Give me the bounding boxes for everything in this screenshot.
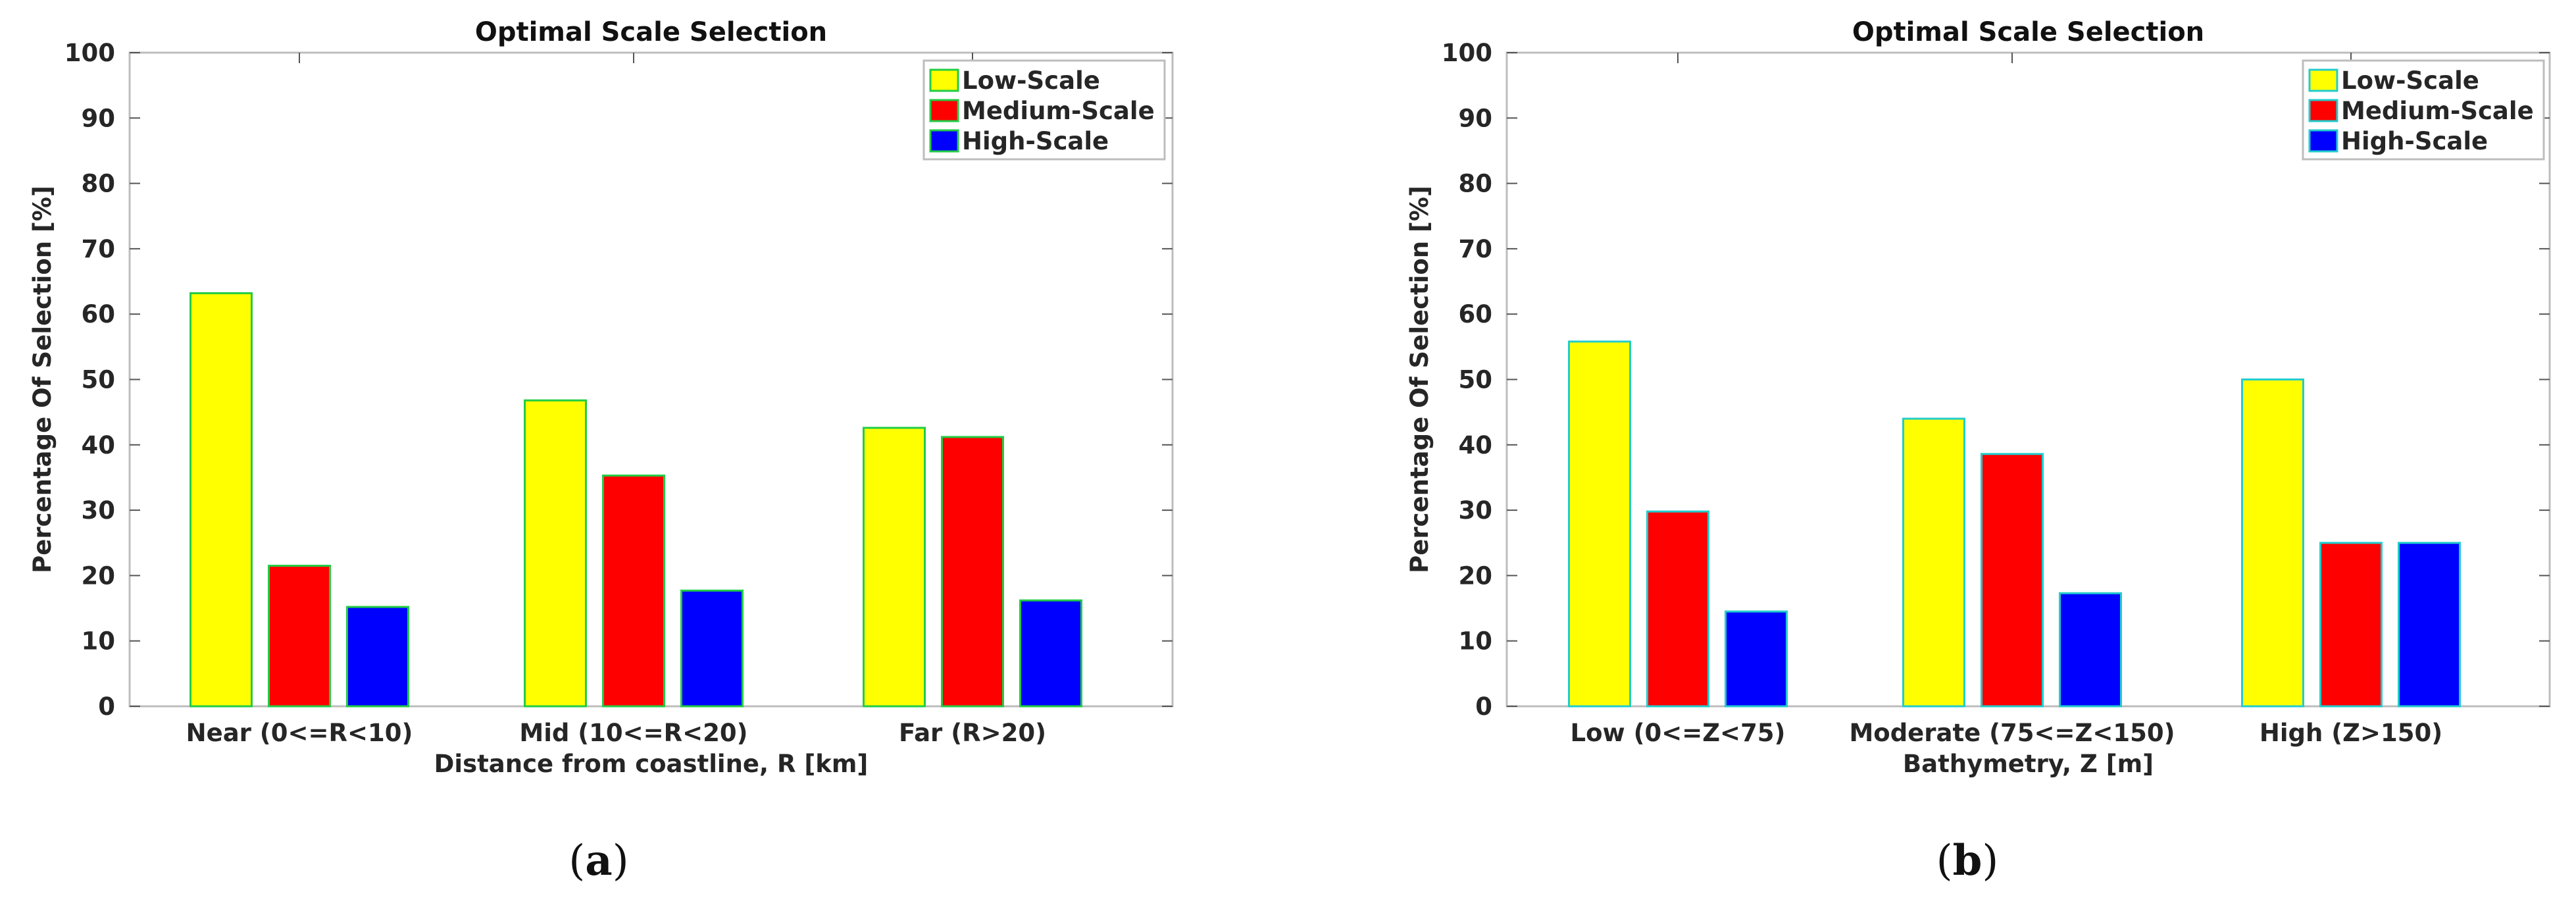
legend-swatch-medium-scale xyxy=(929,99,959,122)
y-tick-label: 40 xyxy=(82,431,116,459)
y-tick-label: 50 xyxy=(82,366,116,394)
x-tick-label: Mid (10<=R<20) xyxy=(519,719,747,747)
chart-title: Optimal Scale Selection xyxy=(475,17,827,47)
caption-a: (a) xyxy=(568,836,629,885)
caption-b: (b) xyxy=(1936,836,1999,885)
legend-box xyxy=(922,59,1166,161)
y-tick-label: 60 xyxy=(82,300,116,328)
bar-medium-scale-2 xyxy=(602,474,665,708)
x-tick-label: Far (R>20) xyxy=(899,719,1046,747)
bar-high-scale-2 xyxy=(680,589,744,708)
caption-a-label: a xyxy=(585,836,613,885)
y-tick-label: 70 xyxy=(82,235,116,263)
bar-medium-scale-1 xyxy=(268,565,331,708)
bar-high-scale-1 xyxy=(346,606,409,708)
y-tick-label: 100 xyxy=(64,39,115,67)
bar-high-scale-3 xyxy=(1019,599,1082,708)
y-tick-label: 10 xyxy=(82,627,116,656)
legend-label-high-scale: High-Scale xyxy=(962,127,1109,155)
x-axis-label: Distance from coastline, R [km] xyxy=(434,750,869,778)
legend-swatch-high-scale xyxy=(929,129,959,153)
y-tick-label: 90 xyxy=(82,104,116,132)
y-tick-label: 20 xyxy=(82,561,116,590)
y-tick-label: 30 xyxy=(82,496,116,525)
y-tick-label: 0 xyxy=(98,692,115,721)
chart-a: 0 10 20 30 40 50 60 70 80 90 100 Near (0<=R<10) Mid … xyxy=(28,17,1174,778)
caption-b-label: b xyxy=(1952,836,1983,885)
legend-label-low-scale: Low-Scale xyxy=(962,66,1100,95)
legend-label-medium-scale: Medium-Scale xyxy=(962,97,1155,125)
y-axis-label: Percentage Of Selection [%] xyxy=(28,186,57,573)
legend-swatch-low-scale xyxy=(929,68,959,92)
bar-medium-scale-3 xyxy=(941,436,1004,708)
bar-low-scale-1 xyxy=(189,292,253,708)
bar-low-scale-2 xyxy=(524,399,587,708)
bar-low-scale-3 xyxy=(863,427,926,708)
y-tick-label: 80 xyxy=(82,170,116,198)
x-tick-label: Near (0<=R<10) xyxy=(186,719,413,747)
